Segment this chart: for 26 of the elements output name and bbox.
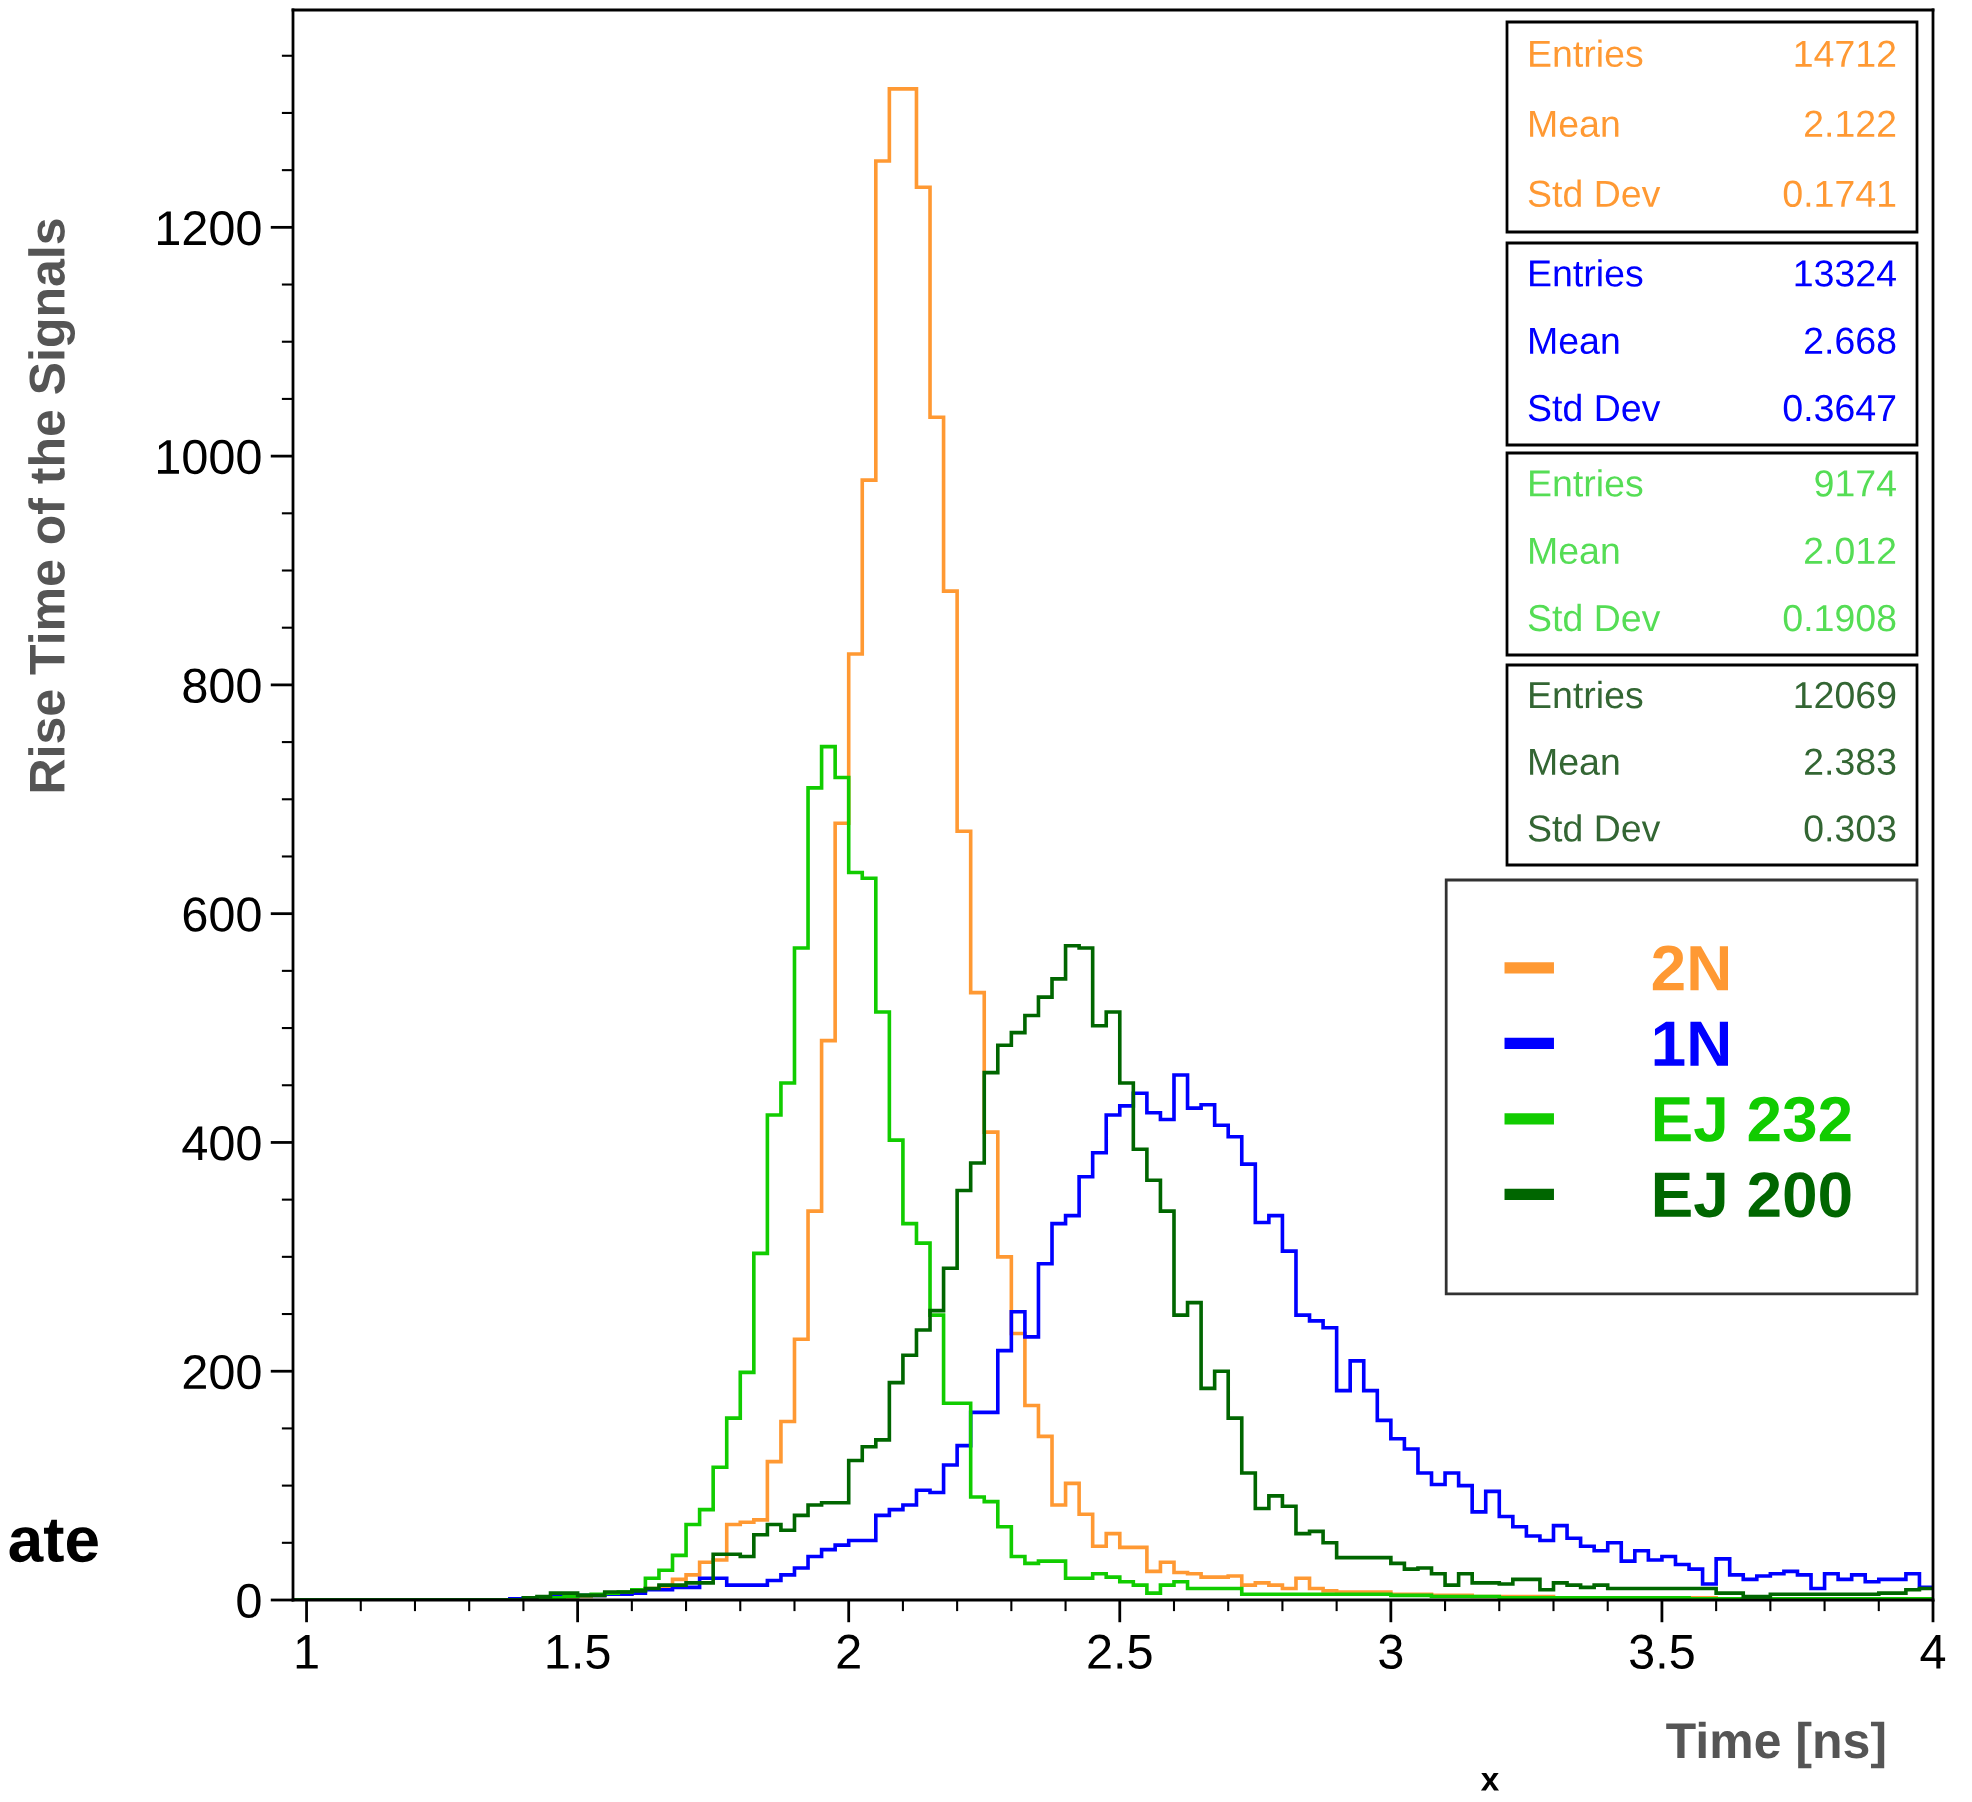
x-tick-label: 2.5 bbox=[1088, 1634, 1152, 1670]
y-tick-label: 800 bbox=[183, 668, 261, 703]
x-tick-label: 1 bbox=[296, 1635, 318, 1669]
text: Entries 14712 Mean 2.122 Std Dev 0.1741 bbox=[1528, 39, 1896, 208]
legend-label: 1N bbox=[1654, 1021, 1728, 1066]
y-tick-label: 600 bbox=[183, 897, 261, 932]
legend-label: 2N bbox=[1652, 945, 1728, 991]
x-tick-label: 3.5 bbox=[1629, 1634, 1694, 1670]
text: Entries 9174 Mean 2.012 Std Dev 0.1908 bbox=[1528, 469, 1896, 632]
y-tick-label: 1200 bbox=[158, 211, 261, 246]
y-axis-title: Rise Time of the Signals bbox=[28, 219, 75, 792]
y-tick-label: 400 bbox=[182, 1126, 261, 1161]
x-tick-label: 1.5 bbox=[547, 1635, 610, 1670]
x-axis-title: Time [ns] bbox=[1666, 1721, 1885, 1769]
y-tick-label: 0 bbox=[237, 1583, 261, 1619]
text: Entries 13324 Mean 2.668 Std Dev 0.3647 bbox=[1528, 259, 1896, 422]
x-tick-label: 3 bbox=[1379, 1634, 1403, 1670]
legend-label: EJ 200 bbox=[1654, 1172, 1851, 1218]
text: x bbox=[1480, 1773, 1500, 1791]
legend-label: EJ 232 bbox=[1654, 1096, 1851, 1142]
x-tick-label: 4 bbox=[1920, 1635, 1946, 1669]
y-tick-label: 1000 bbox=[158, 439, 261, 475]
x-tick-label: 2 bbox=[837, 1634, 860, 1669]
text: Entries 12069 Mean 2.383 Std Dev 0.303 bbox=[1528, 680, 1896, 842]
text: ate bbox=[9, 1519, 98, 1563]
y-tick-label: 200 bbox=[183, 1354, 261, 1390]
